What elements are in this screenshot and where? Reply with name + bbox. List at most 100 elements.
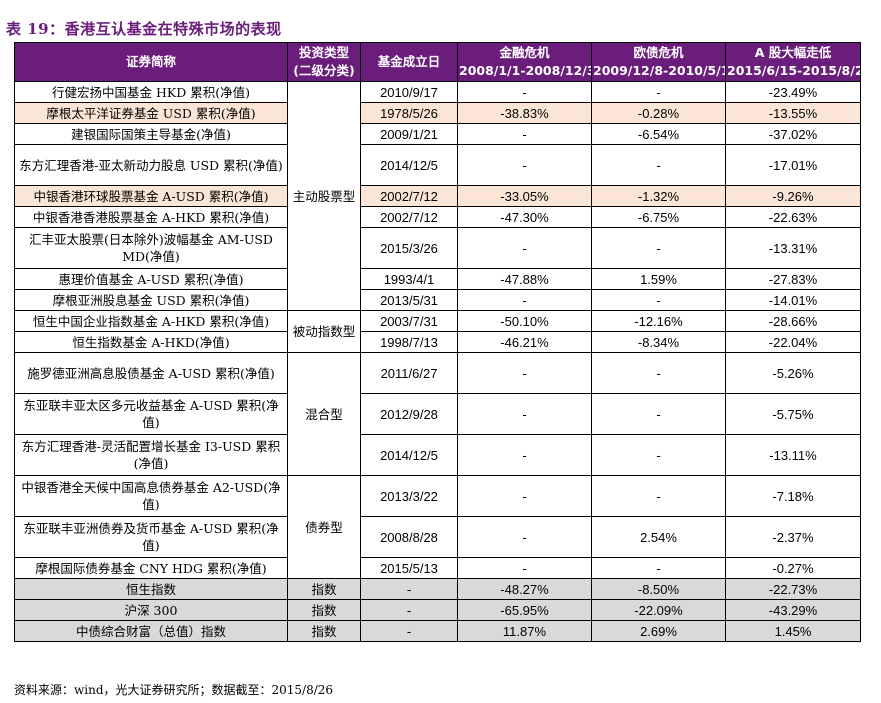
fund-name: 中银香港香港股票基金 A-HKD 累积(净值) (14, 206, 288, 228)
return-euro-crisis: -1.32% (591, 185, 726, 207)
return-a-share-drop: -28.66% (725, 310, 861, 332)
return-euro-crisis: - (591, 227, 726, 269)
table-row: 恒生指数基金 A-HKD(净值) 1998/7/13 -46.21% -8.34… (14, 331, 861, 353)
inception-date: 2014/12/5 (360, 434, 458, 476)
header-date-label: 基金成立日 (377, 54, 441, 69)
index-row: 沪深 300 指数 - -65.95% -22.09% -43.29% (14, 599, 861, 621)
return-crisis-2008: -38.83% (457, 102, 592, 124)
return-euro-crisis: 1.59% (591, 268, 726, 290)
inception-date: 2008/8/28 (360, 516, 458, 558)
header-type-line1: 投资类型 (298, 45, 349, 60)
inception-date: 2013/3/22 (360, 475, 458, 517)
header-date: 基金成立日 (360, 42, 458, 82)
inception-date: 2011/6/27 (360, 352, 458, 394)
return-a-share-drop: -13.55% (725, 102, 861, 124)
return-euro-crisis: 2.54% (591, 516, 726, 558)
return-euro-crisis: - (591, 393, 726, 435)
return-crisis-2008: - (457, 81, 592, 103)
inception-date: 2003/7/31 (360, 310, 458, 332)
return-crisis-2008: - (457, 144, 592, 186)
return-euro-crisis: - (591, 475, 726, 517)
return-euro-crisis: -8.34% (591, 331, 726, 353)
return-a-share-drop: -22.04% (725, 331, 861, 353)
inception-date: 2002/7/12 (360, 206, 458, 228)
fund-name: 建银国际国策主导基金(净值) (14, 123, 288, 145)
return-a-share-drop: -27.83% (725, 268, 861, 290)
return-crisis-2008: 11.87% (457, 620, 592, 642)
return-euro-crisis: -6.54% (591, 123, 726, 145)
return-euro-crisis: - (591, 289, 726, 311)
fund-name: 摩根亚洲股息基金 USD 累积(净值) (14, 289, 288, 311)
fund-performance-table: 证券简称 投资类型 (二级分类) 基金成立日 金融危机 2008/1/1-2008/… (14, 42, 861, 642)
return-crisis-2008: - (457, 123, 592, 145)
header-name: 证券简称 (14, 42, 288, 82)
table-row: 施罗德亚洲高息股债基金 A-USD 累积(净值) 混合型 2011/6/27 -… (14, 352, 861, 476)
table-row: 东方汇理香港-亚太新动力股息 USD 累积(净值) 2014/12/5 - - … (14, 144, 861, 186)
index-row: 恒生指数 指数 - -48.27% -8.50% -22.73% (14, 578, 861, 600)
table-row: 东亚联丰亚太区多元收益基金 A-USD 累积(净值) 2012/9/28 - -… (14, 393, 861, 435)
table-title: 表 19：香港互认基金在特殊市场的表现 (6, 20, 282, 38)
table-row: 中银香港环球股票基金 A-USD 累积(净值) 2002/7/12 -33.05… (14, 185, 861, 207)
return-crisis-2008: -48.27% (457, 578, 592, 600)
return-a-share-drop: -5.75% (725, 393, 861, 435)
return-a-share-drop: -17.01% (725, 144, 861, 186)
return-a-share-drop: -5.26% (725, 352, 861, 394)
table-row: 东方汇理香港-灵活配置增长基金 I3-USD 累积(净值) 2014/12/5 … (14, 434, 861, 476)
fund-name: 摩根太平洋证券基金 USD 累积(净值) (14, 102, 288, 124)
return-euro-crisis: - (591, 144, 726, 186)
inception-date: - (360, 620, 458, 642)
inception-date: 2013/5/31 (360, 289, 458, 311)
fund-name: 施罗德亚洲高息股债基金 A-USD 累积(净值) (14, 352, 288, 394)
header-period-3: A 股大幅走低 2015/6/15-2015/8/26 (725, 42, 861, 82)
category-cell: 被动指数型 (287, 310, 361, 353)
return-euro-crisis: -6.75% (591, 206, 726, 228)
return-euro-crisis: -12.16% (591, 310, 726, 332)
return-crisis-2008: -47.88% (457, 268, 592, 290)
return-a-share-drop: -0.27% (725, 557, 861, 579)
index-type: 指数 (287, 578, 361, 600)
fund-name: 摩根国际债券基金 CNY HDG 累积(净值) (14, 557, 288, 579)
table-row: 东亚联丰亚洲债券及货币基金 A-USD 累积(净值) 2008/8/28 - 2… (14, 516, 861, 558)
return-a-share-drop: -14.01% (725, 289, 861, 311)
header-period-1-name: 金融危机 (499, 45, 550, 60)
header-period-1-range: 2008/1/1-2008/12/31 (459, 63, 592, 78)
return-crisis-2008: - (457, 289, 592, 311)
return-a-share-drop: -2.37% (725, 516, 861, 558)
inception-date: - (360, 599, 458, 621)
table-row: 汇丰亚太股票(日本除外)波幅基金 AM-USD MD(净值) 2015/3/26… (14, 227, 861, 269)
return-a-share-drop: -23.49% (725, 81, 861, 103)
return-euro-crisis: - (591, 434, 726, 476)
fund-name: 行健宏扬中国基金 HKD 累积(净值) (14, 81, 288, 103)
fund-name: 东方汇理香港-灵活配置增长基金 I3-USD 累积(净值) (14, 434, 288, 476)
fund-name: 恒生指数基金 A-HKD(净值) (14, 331, 288, 353)
fund-name: 汇丰亚太股票(日本除外)波幅基金 AM-USD MD(净值) (14, 227, 288, 269)
header-period-2: 欧债危机 2009/12/8-2010/5/10 (591, 42, 726, 82)
return-euro-crisis: -22.09% (591, 599, 726, 621)
fund-name: 恒生中国企业指数基金 A-HKD 累积(净值) (14, 310, 288, 332)
return-crisis-2008: -65.95% (457, 599, 592, 621)
header-type-line2: (二级分类) (293, 63, 355, 78)
return-a-share-drop: -22.63% (725, 206, 861, 228)
category-cell: 债券型 (287, 475, 361, 579)
return-crisis-2008: -33.05% (457, 185, 592, 207)
return-a-share-drop: 1.45% (725, 620, 861, 642)
return-crisis-2008: - (457, 434, 592, 476)
return-euro-crisis: -0.28% (591, 102, 726, 124)
return-euro-crisis: 2.69% (591, 620, 726, 642)
header-period-3-name: A 股大幅走低 (754, 45, 832, 60)
table-row: 摩根亚洲股息基金 USD 累积(净值) 2013/5/31 - - -14.01… (14, 289, 861, 311)
return-a-share-drop: -22.73% (725, 578, 861, 600)
table-row: 恒生中国企业指数基金 A-HKD 累积(净值) 被动指数型 2003/7/31 … (14, 310, 861, 353)
fund-name: 东亚联丰亚太区多元收益基金 A-USD 累积(净值) (14, 393, 288, 435)
return-euro-crisis: -8.50% (591, 578, 726, 600)
header-period-3-range: 2015/6/15-2015/8/26 (727, 63, 861, 78)
return-euro-crisis: - (591, 557, 726, 579)
index-type: 指数 (287, 620, 361, 642)
inception-date: 2014/12/5 (360, 144, 458, 186)
inception-date: 2015/5/13 (360, 557, 458, 579)
inception-date: - (360, 578, 458, 600)
return-a-share-drop: -7.18% (725, 475, 861, 517)
inception-date: 1998/7/13 (360, 331, 458, 353)
inception-date: 2015/3/26 (360, 227, 458, 269)
return-crisis-2008: - (457, 516, 592, 558)
